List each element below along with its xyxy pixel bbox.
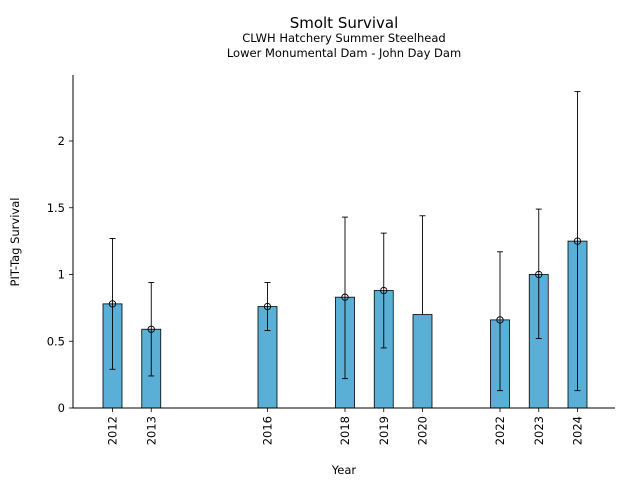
x-tick-label-2013: 2013 xyxy=(144,416,158,445)
bars-group xyxy=(102,240,588,409)
y-tick-label: 1 xyxy=(58,268,65,282)
bar-2020 xyxy=(412,314,433,409)
y-tick-label: 1.5 xyxy=(47,201,65,215)
y-tick-label: 2 xyxy=(58,134,65,148)
y-tick-label: 0.5 xyxy=(47,334,65,348)
point-marker-2013 xyxy=(147,325,155,333)
x-tick-label-2018: 2018 xyxy=(338,416,352,445)
x-tick-label-2024: 2024 xyxy=(571,416,585,445)
x-tick-label-2012: 2012 xyxy=(106,416,120,445)
point-marker-2022 xyxy=(496,316,504,324)
point-marker-2018 xyxy=(341,293,349,301)
x-tick-label-2022: 2022 xyxy=(493,416,507,445)
point-marker-2016 xyxy=(263,302,272,311)
x-tick-label-2023: 2023 xyxy=(532,416,546,445)
x-axis-label: Year xyxy=(331,463,357,477)
x-tick-label-2020: 2020 xyxy=(416,416,430,445)
x-tick-label-2019: 2019 xyxy=(377,416,391,445)
point-marker-2023 xyxy=(535,270,543,279)
chart-subtitle-line-2: Lower Monumental Dam - John Day Dam xyxy=(227,46,461,60)
chart-subtitle-line-1: CLWH Hatchery Summer Steelhead xyxy=(242,31,445,45)
point-marker-2012 xyxy=(108,300,117,308)
x-ticks-group: 2012 2013 2016 2018 2019 2020 2022 2023 2024 xyxy=(106,408,585,445)
x-tick-label-2016: 2016 xyxy=(261,416,275,445)
chart-title: Smolt Survival xyxy=(290,14,399,32)
y-tick-label: 0 xyxy=(58,401,65,415)
point-marker-2024 xyxy=(573,237,582,245)
y-ticks-group: 0 0.5 1 1.5 2 xyxy=(47,134,73,415)
markers-group xyxy=(108,237,582,333)
point-marker-2019 xyxy=(380,286,388,295)
error-bars-group xyxy=(109,91,581,392)
y-axis-label: PIT-Tag Survival xyxy=(8,198,22,287)
